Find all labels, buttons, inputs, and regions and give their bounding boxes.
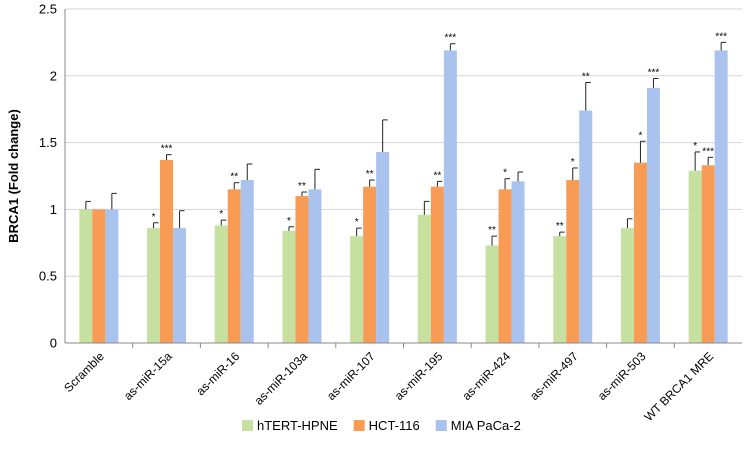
significance-label: * — [152, 212, 156, 223]
bar — [498, 189, 512, 343]
x-tick-label: as-miR-195 — [392, 349, 446, 403]
x-tick-label: as-miR-15a — [121, 349, 175, 403]
legend-swatch — [242, 420, 253, 431]
bar — [160, 159, 174, 343]
legend-item: MIA PaCa-2 — [435, 418, 521, 433]
legend-item: hTERT-HPNE — [242, 418, 338, 433]
significance-label: ** — [230, 172, 238, 183]
bar — [553, 236, 567, 343]
bar — [566, 180, 580, 343]
bar — [511, 181, 525, 343]
significance-label: *** — [715, 31, 727, 42]
bar — [376, 151, 390, 343]
significance-label: ** — [366, 169, 374, 180]
y-tick-label: 2 — [50, 68, 57, 83]
significance-label: * — [287, 216, 291, 227]
bar — [105, 209, 119, 343]
y-tick-label: 2.5 — [39, 2, 57, 17]
bar — [646, 87, 660, 343]
bar — [79, 209, 93, 343]
bar — [92, 209, 106, 343]
significance-label: * — [219, 209, 223, 220]
x-tick-label: Scramble — [61, 349, 107, 395]
x-tick-label: WT BRCA1 MRE — [641, 349, 716, 424]
bar — [308, 189, 322, 343]
significance-label: ** — [582, 71, 590, 82]
significance-label: * — [355, 217, 359, 228]
y-axis-label: BRCA1 (Fold change) — [6, 109, 21, 243]
bar — [688, 170, 702, 343]
bar — [147, 228, 161, 343]
significance-label: ** — [488, 225, 496, 236]
significance-label: *** — [161, 144, 173, 155]
significance-label: *** — [702, 146, 714, 157]
legend-item: HCT-116 — [353, 418, 420, 433]
x-tick-label: as-miR-103a — [252, 349, 311, 408]
bar — [173, 228, 187, 343]
bars: ************* ****************** ****** — [79, 31, 728, 343]
y-tick-label: 0 — [50, 336, 57, 351]
significance-label: * — [693, 141, 697, 152]
bar — [701, 165, 715, 343]
bar — [633, 162, 647, 343]
legend-label: hTERT-HPNE — [257, 418, 338, 433]
y-tick-label: 0.5 — [39, 269, 57, 284]
significance-label: ** — [556, 221, 564, 232]
x-tick-label: as-miR-107 — [324, 349, 378, 403]
legend-swatch — [353, 420, 365, 431]
bar — [714, 50, 728, 343]
bar — [485, 245, 499, 343]
legend-label: HCT-116 — [369, 418, 420, 433]
x-tick-label: as-miR-503 — [595, 349, 649, 403]
bar — [620, 228, 634, 343]
significance-label: *** — [648, 67, 660, 78]
legend-label: MIA PaCa-2 — [451, 418, 521, 433]
bar — [295, 196, 309, 343]
significance-label: * — [638, 130, 642, 141]
y-tick-label: 1 — [50, 202, 57, 217]
significance-label: ** — [298, 181, 306, 192]
bar — [214, 225, 228, 343]
legend: hTERT-HPNE HCT-116 MIA PaCa-2 — [242, 418, 521, 433]
bar — [363, 186, 377, 343]
x-tick-label: as-miR-424 — [459, 349, 513, 403]
bar — [227, 189, 241, 343]
y-tick-label: 1.5 — [39, 135, 57, 150]
bar — [579, 110, 593, 343]
bar — [240, 180, 254, 343]
significance-label: * — [503, 168, 507, 179]
bar — [443, 50, 457, 343]
x-tick-label: as-miR-16 — [193, 349, 242, 398]
legend-swatch — [435, 420, 447, 431]
significance-label: *** — [445, 33, 457, 44]
bar — [430, 186, 444, 343]
bar — [417, 214, 431, 343]
bar — [282, 230, 296, 343]
x-tick-label: as-miR-497 — [527, 349, 581, 403]
bar — [350, 236, 364, 343]
significance-label: ** — [433, 170, 441, 181]
significance-label: * — [571, 157, 575, 168]
